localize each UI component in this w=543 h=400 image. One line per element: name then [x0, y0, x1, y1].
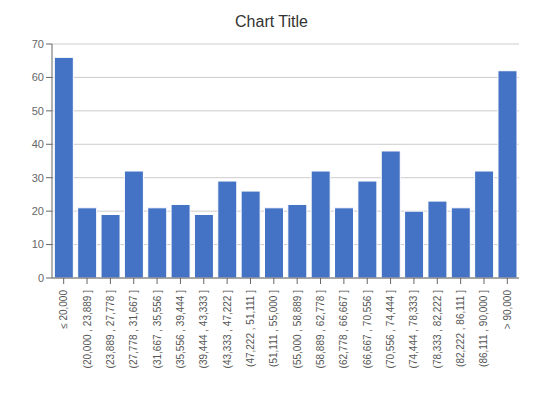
svg-text:(70,556 , 74,444 ]: (70,556 , 74,444 ]: [385, 290, 396, 369]
svg-text:(51,111 , 55,000 ]: (51,111 , 55,000 ]: [268, 290, 279, 367]
svg-text:(62,778 , 66,667 ]: (62,778 , 66,667 ]: [338, 290, 349, 369]
svg-text:(23,889 , 27,778 ]: (23,889 , 27,778 ]: [105, 290, 116, 369]
svg-text:(39,444 , 43,333 ]: (39,444 , 43,333 ]: [198, 290, 209, 369]
svg-text:(66,667 , 70,556 ]: (66,667 , 70,556 ]: [362, 290, 373, 369]
html-text:Chart Title: Chart Title: [235, 13, 308, 30]
svg-text:(58,889 , 62,778 ]: (58,889 , 62,778 ]: [315, 290, 326, 369]
svg-text:0: 0: [38, 272, 44, 284]
svg-text:(20,000 , 23,889 ]: (20,000 , 23,889 ]: [82, 290, 93, 369]
svg-text:50: 50: [32, 105, 44, 117]
svg-text:(74,444 , 78,333 ]: (74,444 , 78,333 ]: [408, 290, 419, 369]
svg-text:(82,222 , 86,111 ]: (82,222 , 86,111 ]: [455, 290, 466, 367]
svg-text:60: 60: [32, 71, 44, 83]
svg-text:40: 40: [32, 138, 44, 150]
svg-text:> 90,000: > 90,000: [502, 290, 513, 330]
svg-text:10: 10: [32, 238, 44, 250]
svg-text:20: 20: [32, 205, 44, 217]
svg-text:(55,000 , 58,889 ]: (55,000 , 58,889 ]: [292, 290, 303, 369]
svg-text:(35,556 , 39,444 ]: (35,556 , 39,444 ]: [175, 290, 186, 369]
svg-text:(47,222 , 51,111 ]: (47,222 , 51,111 ]: [245, 290, 256, 367]
svg-text:(31,667 , 35,556 ]: (31,667 , 35,556 ]: [152, 290, 163, 369]
svg-text:30: 30: [32, 172, 44, 184]
svg-text:70: 70: [32, 38, 44, 50]
svg-text:(86,111 , 90,000 ]: (86,111 , 90,000 ]: [478, 290, 489, 367]
svg-text:(43,333 , 47,222 ]: (43,333 , 47,222 ]: [222, 290, 233, 369]
svg-text:(78,333 , 82,222 ]: (78,333 , 82,222 ]: [432, 290, 443, 369]
svg-text:(27,778 , 31,667 ]: (27,778 , 31,667 ]: [128, 290, 139, 369]
svg-text:≤ 20,000: ≤ 20,000: [58, 290, 69, 329]
